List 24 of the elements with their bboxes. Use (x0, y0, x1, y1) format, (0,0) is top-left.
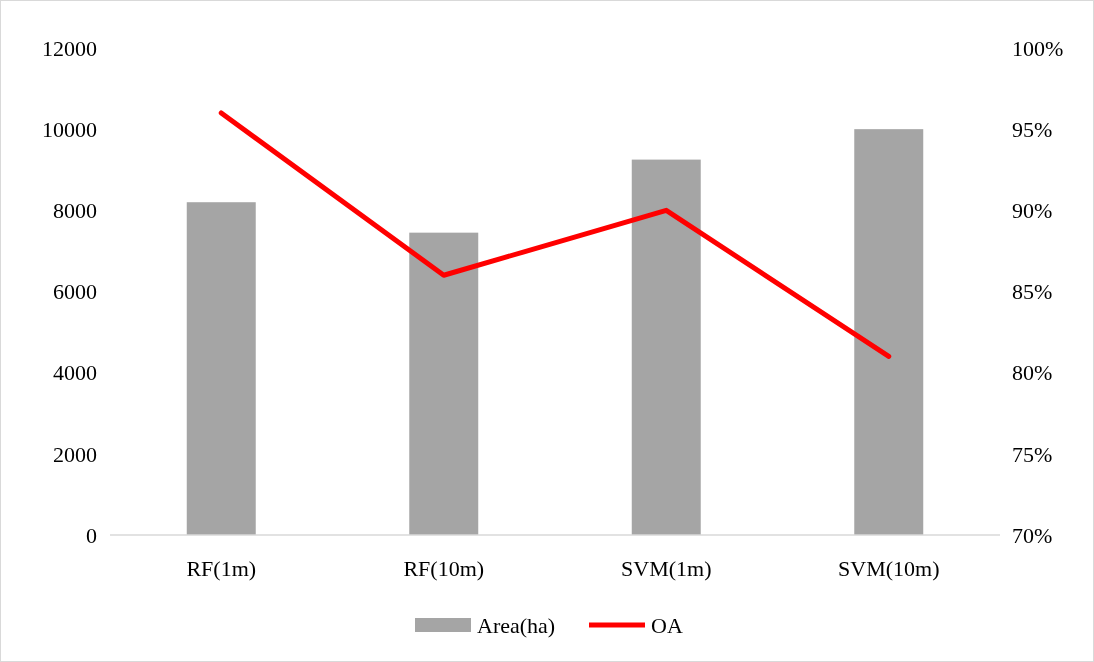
x-tick-label: RF(1m) (186, 556, 257, 581)
y-tick-label: 4000 (53, 360, 97, 386)
legend-label: Area(ha) (477, 612, 556, 638)
x-tick-label: RF(10m) (403, 556, 485, 581)
y2-tick-label: 80% (1012, 360, 1053, 386)
x-tick-label: SVM(10m) (838, 556, 940, 581)
y2-tick-label: 90% (1012, 198, 1053, 224)
y2-tick-label: 85% (1012, 279, 1053, 305)
y-tick-label: 12000 (42, 35, 97, 61)
bar (631, 159, 701, 535)
y2-tick-label: 95% (1012, 116, 1053, 142)
bar (854, 129, 924, 535)
y2-tick-label: 75% (1012, 441, 1053, 467)
y2-tick-label: 100% (1012, 35, 1064, 61)
y-tick-label: 10000 (42, 116, 97, 142)
y-tick-label: 0 (86, 522, 97, 548)
y-tick-label: 2000 (53, 441, 97, 467)
bar (186, 202, 256, 535)
y2-tick-label: 70% (1012, 522, 1053, 548)
x-tick-label: SVM(1m) (621, 556, 712, 581)
y-tick-label: 6000 (53, 279, 97, 305)
bar (409, 232, 479, 535)
legend-label: OA (651, 612, 683, 638)
y-tick-label: 8000 (53, 198, 97, 224)
